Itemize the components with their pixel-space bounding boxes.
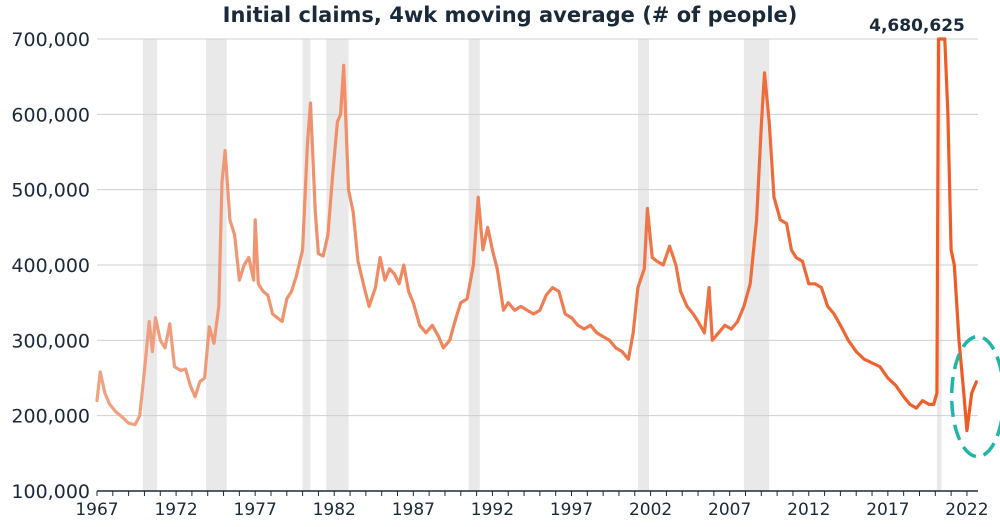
- x-tick-label-8: 2007: [708, 500, 751, 520]
- x-tick-label-4: 1987: [392, 500, 435, 520]
- y-tick-labels: 100,000 200,000 300,000 400,000 500,000 600,0…: [11, 29, 90, 503]
- y-tick-label-4: 500,000: [11, 180, 90, 202]
- x-tick-label-10: 2017: [866, 500, 909, 520]
- x-tick-label-0: 1967: [75, 500, 118, 520]
- y-tick-label-5: 600,000: [11, 104, 90, 126]
- peak-annotation: 4,680,625: [869, 16, 965, 36]
- highlight-ellipse: [949, 334, 1000, 459]
- y-tick-label-6: 700,000: [11, 29, 90, 51]
- series-layer: [95, 37, 1000, 459]
- x-tick-label-3: 1982: [313, 500, 356, 520]
- x-tick-label-6: 1997: [550, 500, 593, 520]
- x-tick-label-7: 2002: [629, 500, 672, 520]
- y-tick-label-3: 400,000: [11, 255, 90, 277]
- y-tick-label-0: 100,000: [11, 481, 90, 503]
- y-tick-label-1: 200,000: [11, 406, 90, 428]
- x-tick-label-2: 1977: [234, 500, 277, 520]
- axes: [96, 490, 978, 496]
- x-tick-label-1: 1972: [154, 500, 197, 520]
- chart-title: Initial claims, 4wk moving average (# of…: [223, 3, 798, 27]
- series-line-0: [95, 37, 979, 433]
- y-tick-label-2: 300,000: [11, 330, 90, 352]
- x-tick-labels: 1967 1972 1977 1982 1987 1992 1997 2002 2007 2012…: [75, 500, 988, 520]
- x-tick-label-9: 2012: [787, 500, 830, 520]
- x-tick-label-5: 1992: [471, 500, 514, 520]
- x-tick-label-11: 2022: [945, 500, 988, 520]
- gridlines: [97, 38, 978, 417]
